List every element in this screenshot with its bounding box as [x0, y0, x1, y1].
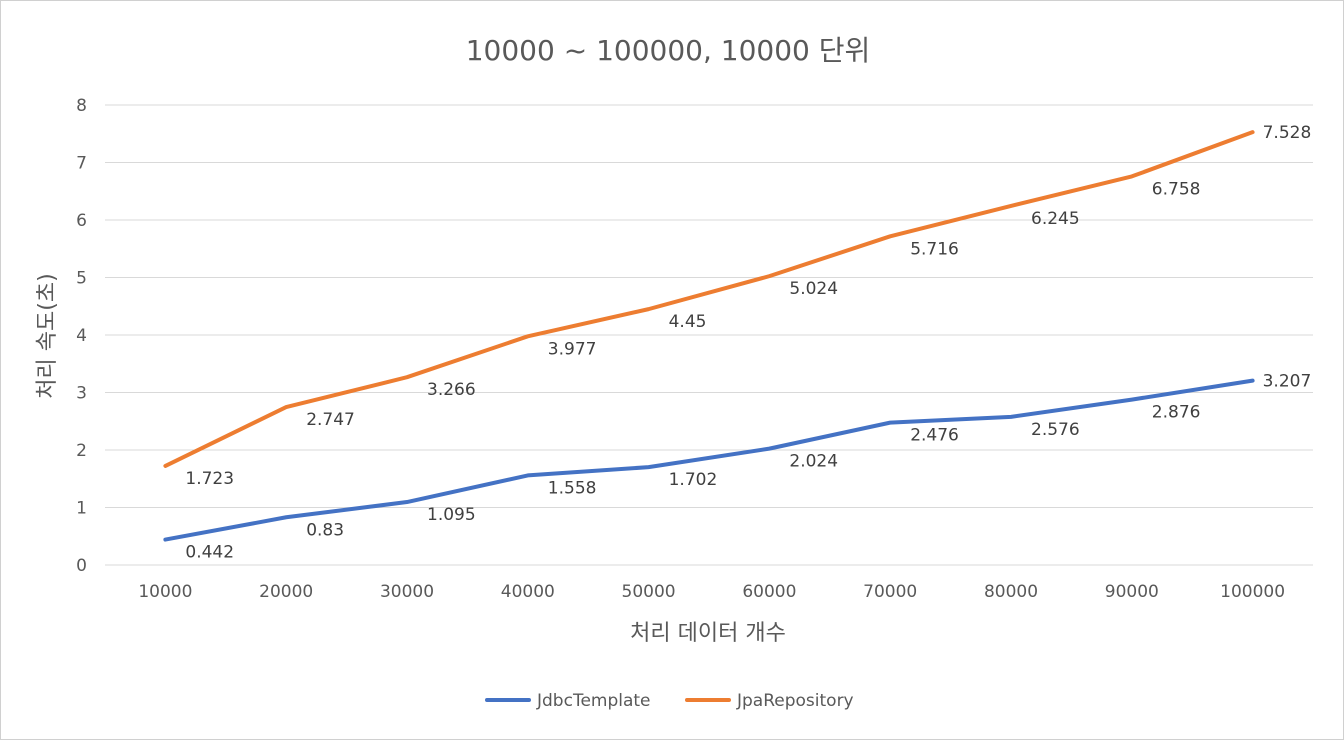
data-label: 2.024 — [789, 452, 838, 472]
y-tick-label: 4 — [76, 326, 87, 346]
data-label: 1.702 — [669, 470, 718, 490]
data-label: 2.876 — [1152, 403, 1201, 423]
y-tick-label: 8 — [76, 96, 87, 116]
legend-label-jparepository: JpaRepository — [736, 691, 854, 711]
data-label: 0.442 — [185, 543, 234, 563]
x-tick-label: 70000 — [863, 582, 917, 602]
gridlines — [105, 104, 1313, 566]
series-lines — [163, 130, 1255, 542]
x-tick-label: 50000 — [622, 582, 676, 602]
data-label: 2.476 — [910, 426, 959, 446]
x-axis-ticks: 10000 20000 30000 40000 50000 60000 70000 80000… — [138, 582, 1285, 602]
data-label: 0.83 — [306, 520, 344, 540]
x-tick-label: 100000 — [1220, 582, 1285, 602]
x-tick-label: 90000 — [1105, 582, 1159, 602]
data-label: 2.576 — [1031, 420, 1080, 440]
data-label: 3.207 — [1263, 372, 1312, 392]
data-label: 6.245 — [1031, 209, 1080, 229]
series-line-jparepository — [163, 130, 1255, 468]
data-label: 6.758 — [1152, 179, 1201, 199]
x-axis-title: 처리 데이터 개수 — [630, 621, 786, 646]
data-label: 4.45 — [669, 312, 707, 332]
y-tick-label: 7 — [76, 154, 87, 174]
data-label: 3.977 — [548, 339, 597, 359]
data-label: 1.558 — [548, 478, 597, 498]
data-label: 5.716 — [910, 239, 959, 259]
x-tick-label: 10000 — [138, 582, 192, 602]
data-labels: 0.442 0.83 1.095 1.558 1.702 2.024 2.476 2.576 2… — [185, 123, 1311, 562]
series-line-jdbctemplate — [163, 378, 1255, 542]
y-axis-ticks: 0 1 2 3 4 5 6 7 8 — [76, 96, 87, 576]
data-label: 1.723 — [185, 469, 234, 489]
y-tick-label: 1 — [76, 499, 87, 519]
x-tick-label: 40000 — [501, 582, 555, 602]
data-label: 3.266 — [427, 380, 476, 400]
y-tick-label: 2 — [76, 441, 87, 461]
y-tick-label: 3 — [76, 384, 87, 404]
y-tick-label: 6 — [76, 211, 87, 231]
data-label: 7.528 — [1263, 123, 1312, 143]
y-tick-label: 5 — [76, 269, 87, 289]
y-tick-label: 0 — [76, 556, 87, 576]
chart-title: 10000 ~ 100000, 10000 단위 — [466, 34, 871, 67]
x-tick-label: 60000 — [742, 582, 796, 602]
legend-label-jdbctemplate: JdbcTemplate — [536, 691, 651, 711]
legend: JdbcTemplate JpaRepository — [485, 691, 854, 711]
x-tick-label: 80000 — [984, 582, 1038, 602]
x-tick-label: 30000 — [380, 582, 434, 602]
x-tick-label: 20000 — [259, 582, 313, 602]
data-label: 2.747 — [306, 410, 355, 430]
y-axis-title: 처리 속도(초) — [35, 273, 60, 398]
data-label: 1.095 — [427, 505, 476, 525]
data-label: 5.024 — [789, 279, 838, 299]
